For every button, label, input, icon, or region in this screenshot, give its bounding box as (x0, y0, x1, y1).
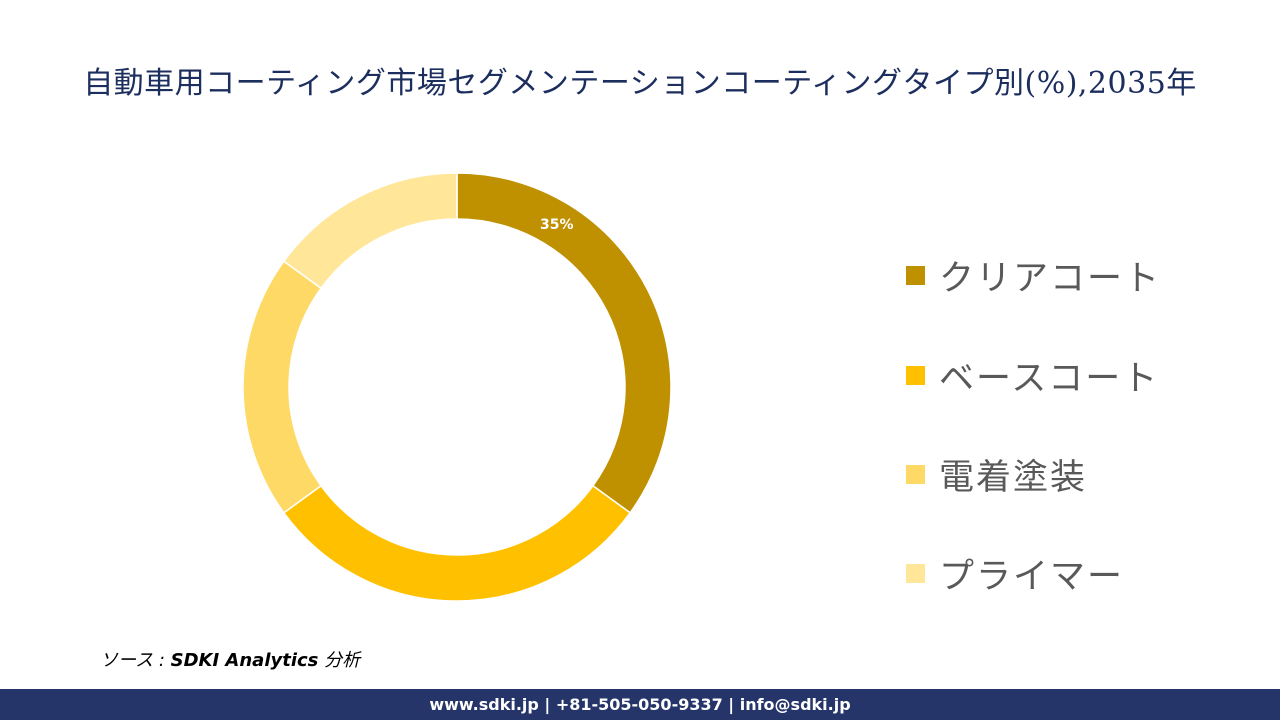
source-name: SDKI Analytics (170, 650, 319, 671)
source-prefix: ソース : (100, 650, 171, 671)
legend-label: ベースコート (939, 358, 1160, 399)
legend-swatch (906, 563, 925, 583)
legend-swatch (906, 265, 925, 285)
legend-item-base-coat: ベースコート (906, 350, 1159, 400)
donut-slice (282, 172, 458, 290)
legend-label: プライマー (939, 556, 1125, 597)
donut-data-labels: 35% (540, 217, 574, 233)
legend-swatch (906, 365, 925, 385)
legend-item-clear-coat: クリアコート (906, 250, 1161, 300)
data-label: 35% (540, 217, 574, 233)
legend-swatch (906, 464, 925, 484)
source-suffix: 分析 (318, 650, 361, 671)
donut-slices (242, 172, 672, 602)
donut-slice (282, 484, 632, 602)
donut-slice (242, 260, 323, 514)
legend-item-electrodeposition: 電着塗装 (906, 449, 1087, 499)
legend-item-primer: プライマー (906, 548, 1124, 598)
donut-chart: 35% (242, 172, 672, 602)
legend-label: クリアコート (939, 258, 1162, 299)
footer-contact-bar: www.sdki.jp | +81-505-050-9337 | info@sd… (0, 689, 1280, 720)
chart-title: 自動車用コーティング市場セグメンテーションコーティングタイプ別(%),2035年 (83, 66, 1197, 101)
source-note: ソース : SDKI Analytics 分析 (100, 646, 360, 672)
legend-label: 電着塗装 (939, 457, 1088, 498)
